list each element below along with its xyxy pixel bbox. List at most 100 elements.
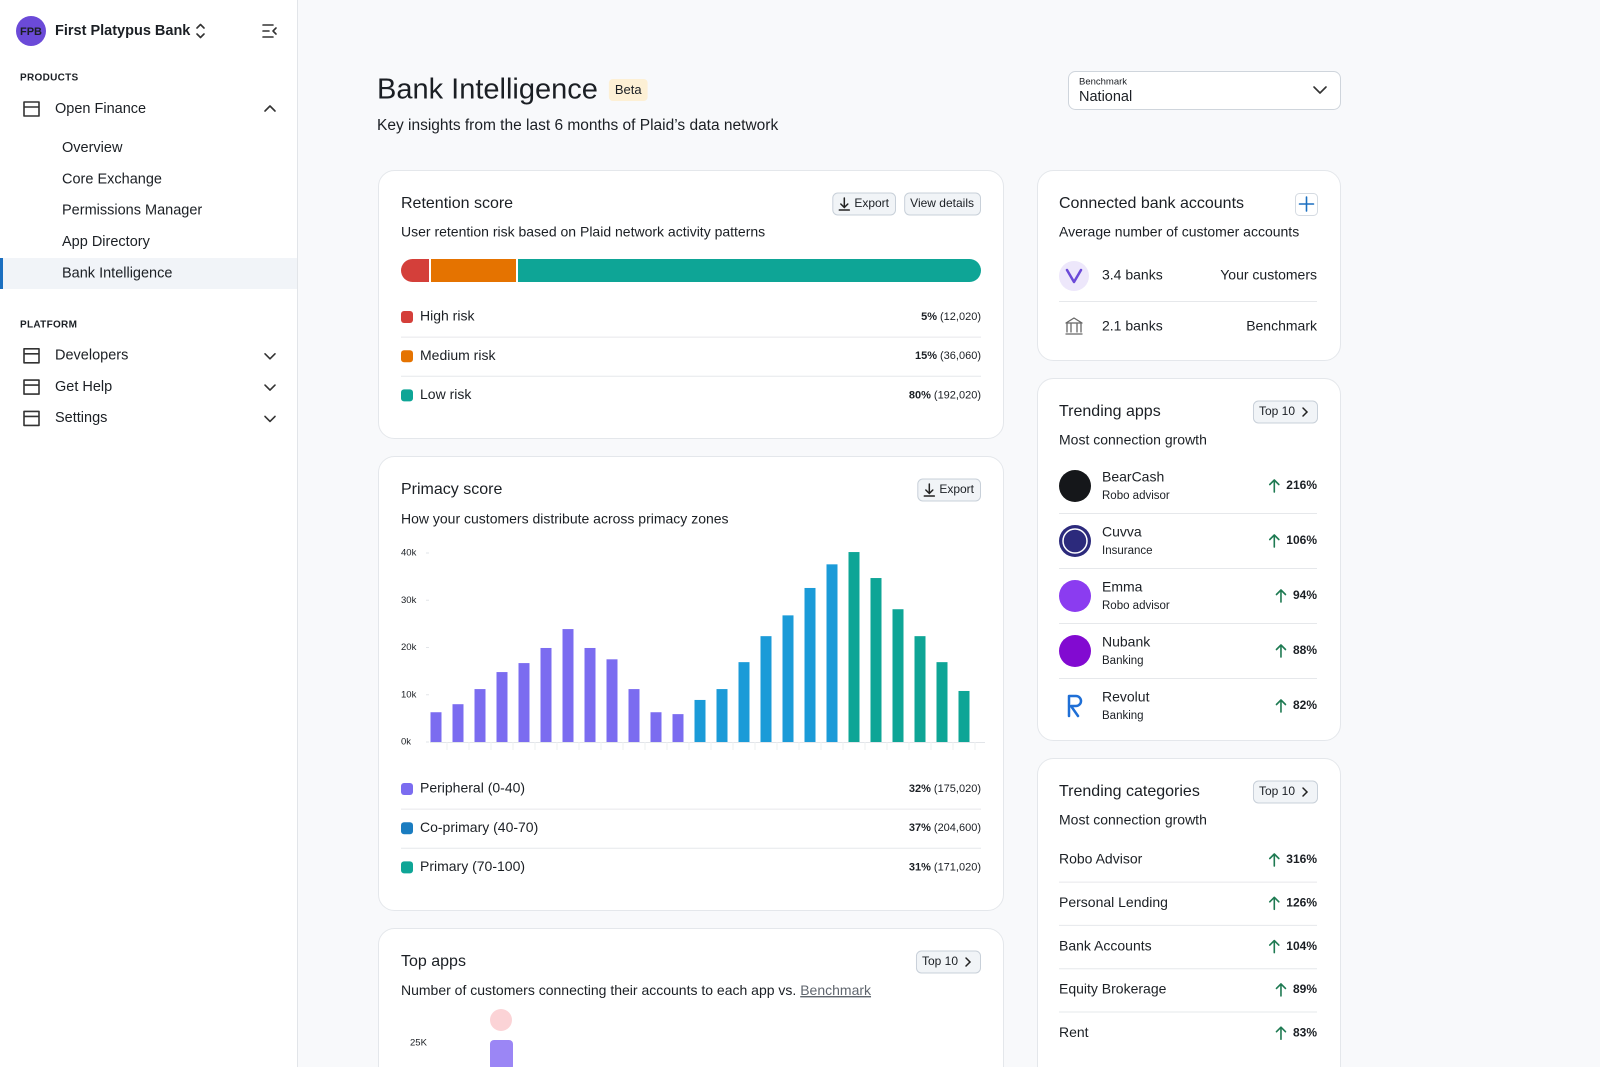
- button-frame[interactable]: [1252, 780, 1318, 804]
- nav-subitem[interactable]: App Directory: [62, 234, 151, 250]
- button-label[interactable]: Export: [939, 482, 974, 496]
- button[interactable]: Top 10: [915, 950, 981, 974]
- button[interactable]: Export: [832, 192, 896, 216]
- app-name: Nubank: [1102, 634, 1151, 650]
- nav-active-bg: [0, 258, 297, 289]
- plus-icon: [1298, 196, 1315, 212]
- share-label: 32%: [909, 783, 931, 795]
- bar: [474, 689, 486, 742]
- button[interactable]: Export: [917, 478, 981, 502]
- legend-label: Co-primary (40-70): [420, 819, 538, 835]
- bar: [870, 578, 882, 742]
- chevron-right[interactable]: [1302, 407, 1309, 417]
- legend-label: Medium risk: [420, 347, 496, 363]
- nav-subitem[interactable]: Overview: [62, 140, 123, 156]
- y-tick-label: 20k: [401, 642, 417, 653]
- bar: [738, 662, 750, 742]
- section-heading: PLATFORM: [20, 319, 77, 330]
- button-frame[interactable]: [904, 192, 981, 216]
- growth-value: 94%: [1293, 588, 1317, 602]
- button-label[interactable]: Top 10: [1259, 784, 1295, 798]
- nav-icon: [23, 348, 40, 364]
- card-title: Primacy score: [401, 481, 502, 498]
- page-title: Bank Intelligence: [377, 74, 598, 106]
- growth-value: 216%: [1286, 478, 1317, 492]
- growth-arrow: [1269, 479, 1280, 493]
- growth-value: 104%: [1286, 939, 1317, 953]
- download-icon[interactable]: [923, 483, 936, 497]
- app-name: Cuvva: [1102, 524, 1142, 540]
- growth-value: 126%: [1286, 895, 1317, 909]
- share-label: 80%: [909, 389, 931, 401]
- card-description: Most connection growth: [1059, 432, 1207, 448]
- app-logo: [490, 1009, 512, 1031]
- category-name: Robo Advisor: [1059, 851, 1143, 867]
- page-subtitle: Key insights from the last 6 months of P…: [377, 117, 778, 134]
- section-heading: PRODUCTS: [20, 73, 79, 84]
- bar: [826, 564, 838, 742]
- nav-subitem[interactable]: Bank Intelligence: [62, 265, 172, 281]
- chevron-right[interactable]: [965, 957, 972, 967]
- row-label: Benchmark: [1246, 318, 1318, 334]
- stacked-bar: [401, 259, 981, 282]
- button-frame[interactable]: [915, 950, 981, 974]
- button[interactable]: Top 10: [1252, 400, 1318, 424]
- bar: [760, 636, 772, 742]
- download-icon[interactable]: [838, 197, 851, 211]
- card-title: Trending categories: [1059, 783, 1200, 800]
- org-name[interactable]: First Platypus Bank: [55, 23, 191, 39]
- legend-swatch: [401, 861, 413, 874]
- chevron-right[interactable]: [1302, 787, 1309, 797]
- count-label: (204,600): [934, 822, 981, 834]
- y-tick-label: 10k: [401, 689, 417, 700]
- nav-subitem[interactable]: Core Exchange: [62, 171, 162, 187]
- app-logo: [1059, 470, 1091, 502]
- button-frame[interactable]: [1252, 400, 1318, 424]
- bar: [496, 672, 508, 742]
- legend-label: Primary (70-100): [420, 858, 525, 874]
- category-name: Personal Lending: [1059, 894, 1168, 910]
- bar: [914, 636, 926, 742]
- retention-card: [378, 170, 1004, 439]
- share-label: 31%: [909, 861, 931, 873]
- app-logo-mark: [1067, 694, 1083, 718]
- nav-chevron: [264, 353, 276, 360]
- benchmark-select[interactable]: [1068, 71, 1341, 110]
- growth-arrow: [1275, 1026, 1287, 1040]
- app-category: Robo advisor: [1102, 490, 1170, 502]
- button-label[interactable]: Export: [854, 196, 889, 210]
- growth-value: 88%: [1293, 643, 1317, 657]
- growth-arrow: [1269, 534, 1280, 548]
- bar: [672, 714, 684, 742]
- card-description: Number of customers connecting their acc…: [401, 982, 872, 998]
- nav-item[interactable]: Get Help: [55, 379, 112, 395]
- select-value[interactable]: National: [1079, 89, 1132, 105]
- growth-arrow: [1269, 896, 1280, 911]
- top-apps-card: [378, 928, 1004, 1067]
- button-label[interactable]: View details: [910, 196, 974, 210]
- app-name: Emma: [1102, 579, 1143, 595]
- count-label: (192,020): [934, 389, 981, 401]
- row-value: 2.1 banks: [1102, 318, 1163, 334]
- row-icon: [1065, 317, 1083, 335]
- row-icon-mark: [1065, 268, 1083, 284]
- growth-value: 89%: [1293, 982, 1317, 996]
- bar: [694, 699, 706, 742]
- nav-item[interactable]: Developers: [55, 348, 128, 364]
- trending-apps-card: [1037, 378, 1341, 741]
- app-logo-ring: [1062, 528, 1088, 554]
- nav-item[interactable]: Settings: [55, 410, 107, 426]
- card-description: How your customers distribute across pri…: [401, 511, 729, 527]
- button-label[interactable]: Top 10: [1259, 404, 1295, 418]
- nav-item[interactable]: Open Finance: [55, 101, 146, 117]
- button[interactable]: View details: [904, 192, 981, 216]
- bar: [628, 689, 640, 742]
- y-tick-label: 25K: [410, 1038, 428, 1049]
- button[interactable]: Top 10: [1252, 780, 1318, 804]
- benchmark-link[interactable]: Benchmark: [800, 982, 872, 998]
- nav-subitem[interactable]: Permissions Manager: [62, 203, 202, 219]
- button-label[interactable]: Top 10: [922, 954, 958, 968]
- card-title: Top apps: [401, 953, 466, 970]
- bar: [892, 609, 904, 742]
- app-category: Insurance: [1102, 545, 1153, 557]
